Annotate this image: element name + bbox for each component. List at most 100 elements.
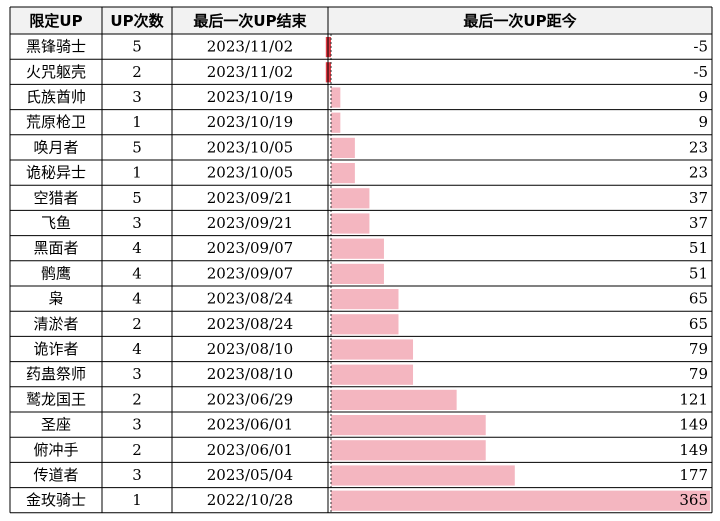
days-cell: 23 [689,164,708,182]
name-cell: 黑面者 [33,239,78,257]
data-bar [331,364,414,385]
days-cell: -5 [693,63,708,81]
date-cell: 2023/10/05 [207,164,293,182]
date-cell: 2023/11/02 [207,63,293,81]
count-cell: 5 [132,138,142,156]
date-cell: 2023/06/01 [207,441,293,459]
days-cell: 177 [679,466,708,484]
count-cell: 5 [132,189,142,207]
data-bar [331,238,384,259]
date-cell: 2023/11/02 [207,38,293,56]
data-bar [331,263,384,284]
data-bar [331,490,710,511]
data-bar [331,112,341,133]
name-cell: 荒原枪卫 [26,113,86,131]
count-cell: 5 [132,38,142,56]
data-bar [331,465,515,486]
days-cell: 121 [679,390,708,408]
data-bar [331,188,370,209]
days-cell: 79 [689,340,708,358]
days-cell: 51 [689,239,708,257]
days-cell: 23 [689,138,708,156]
name-cell: 空猎者 [33,189,78,207]
count-cell: 4 [132,290,142,308]
date-cell: 2023/09/21 [207,189,293,207]
count-cell: 3 [132,214,142,232]
date-cell: 2022/10/28 [207,491,293,509]
data-bar [331,87,341,108]
count-cell: 4 [132,239,142,257]
days-cell: 149 [679,441,708,459]
count-cell: 3 [132,365,142,383]
data-bar [331,440,486,461]
count-cell: 1 [132,164,142,182]
days-cell: 9 [698,88,708,106]
name-cell: 鹫龙国王 [26,390,86,408]
name-cell: 黑锋骑士 [26,38,86,56]
date-cell: 2023/08/10 [207,340,293,358]
data-bar [331,289,399,310]
name-cell: 金玫骑士 [26,491,86,509]
header-bg [10,7,712,34]
name-cell: 飞鱼 [41,214,71,232]
days-cell: 51 [689,264,708,282]
days-cell: 65 [689,315,708,333]
days-cell: 37 [689,214,708,232]
date-cell: 2023/06/01 [207,416,293,434]
count-cell: 2 [132,390,142,408]
name-cell: 鹘鹰 [41,264,71,282]
date-cell: 2023/08/24 [207,290,293,308]
header-cell: 限定UP [29,12,82,30]
days-cell: 79 [689,365,708,383]
count-cell: 2 [132,315,142,333]
name-cell: 清淤者 [33,315,78,333]
date-cell: 2023/09/07 [207,239,293,257]
data-bar [331,389,457,410]
count-cell: 4 [132,264,142,282]
days-cell: -5 [693,38,708,56]
name-cell: 药蛊祭师 [26,365,86,383]
days-cell: 365 [679,491,708,509]
count-cell: 3 [132,416,142,434]
days-cell: 9 [698,113,708,131]
data-bar [331,163,355,184]
name-cell: 传道者 [33,466,78,484]
date-cell: 2023/08/24 [207,315,293,333]
name-cell: 诡诈者 [33,340,78,358]
name-cell: 诡秘异士 [26,164,86,182]
date-cell: 2023/10/05 [207,138,293,156]
data-bar [331,137,355,158]
data-bar [331,339,414,360]
count-cell: 2 [132,63,142,81]
name-cell: 圣座 [41,416,71,434]
name-cell: 氏族酋帅 [26,88,86,106]
data-bar [331,314,399,335]
days-cell: 149 [679,416,708,434]
count-cell: 3 [132,88,142,106]
data-bar [331,213,370,234]
count-cell: 3 [132,466,142,484]
count-cell: 2 [132,441,142,459]
header-cell: UP次数 [110,12,164,30]
name-cell: 枭 [48,290,63,308]
date-cell: 2023/09/21 [207,214,293,232]
date-cell: 2023/08/10 [207,365,293,383]
data-bar [331,415,486,436]
count-cell: 1 [132,491,142,509]
days-cell: 65 [689,290,708,308]
date-cell: 2023/06/29 [207,390,293,408]
count-cell: 4 [132,340,142,358]
name-cell: 俯冲手 [33,441,78,459]
date-cell: 2023/05/04 [207,466,293,484]
name-cell: 火咒躯壳 [26,63,86,81]
name-cell: 唤月者 [33,138,78,156]
header-cell: 最后一次UP距今 [463,12,576,30]
count-cell: 1 [132,113,142,131]
days-cell: 37 [689,189,708,207]
date-cell: 2023/09/07 [207,264,293,282]
date-cell: 2023/10/19 [207,88,293,106]
header-cell: 最后一次UP结束 [193,12,307,30]
date-cell: 2023/10/19 [207,113,293,131]
